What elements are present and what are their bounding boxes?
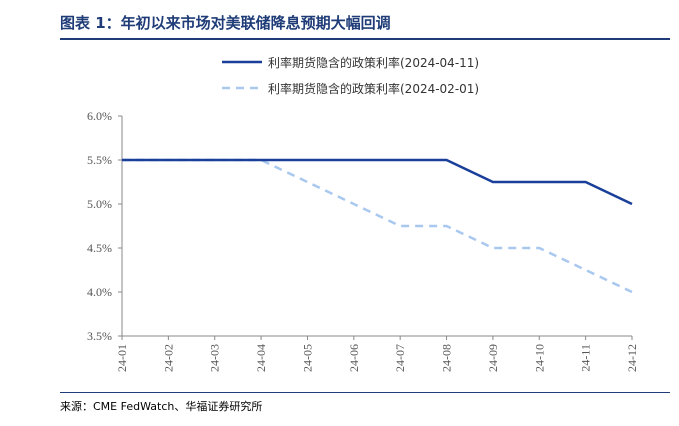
x-tick-label: 24-03	[208, 344, 222, 372]
title-bar: 图表 1：年初以来市场对美联储降息预期大幅回调	[60, 10, 670, 40]
source-note: 来源：CME FedWatch、华福证券研究所	[60, 400, 263, 413]
legend-label: 利率期货隐含的政策利率(2024-02-01)	[268, 81, 479, 96]
y-tick-label: 4.0%	[87, 285, 112, 299]
y-tick-label: 6.0%	[87, 109, 112, 123]
y-tick-label: 3.5%	[87, 329, 112, 343]
x-tick-label: 24-06	[347, 344, 361, 372]
chart-area: 3.5% 4.0% 4.5% 5.0% 5.5% 6.0% 24-01 24-02 24-03 2…	[0, 38, 679, 390]
series-line-2024-04-11	[122, 158, 633, 206]
x-tick-label: 24-12	[625, 344, 639, 372]
x-tick-label: 24-01	[115, 344, 129, 372]
x-tick-label: 24-09	[486, 344, 500, 372]
y-tick-label: 4.5%	[87, 241, 112, 255]
x-tick-label: 24-07	[393, 344, 407, 372]
x-tick-label: 24-05	[300, 344, 314, 372]
series-line-2024-02-01	[122, 158, 633, 294]
x-tick-label: 24-08	[440, 344, 454, 372]
legend-label: 利率期货隐含的政策利率(2024-04-11)	[268, 55, 479, 70]
line-chart: 3.5% 4.0% 4.5% 5.0% 5.5% 6.0% 24-01 24-02 24-03 2…	[87, 55, 639, 372]
y-tick-label: 5.5%	[87, 153, 112, 167]
source-bar: 来源：CME FedWatch、华福证券研究所	[60, 392, 670, 417]
x-tick-label: 24-02	[161, 344, 175, 372]
x-tick-label: 24-11	[579, 344, 593, 372]
x-tick-label: 24-04	[254, 344, 268, 372]
chart-title: 图表 1：年初以来市场对美联储降息预期大幅回调	[60, 14, 391, 32]
x-tick-label: 24-10	[532, 344, 546, 372]
y-tick-label: 5.0%	[87, 197, 112, 211]
